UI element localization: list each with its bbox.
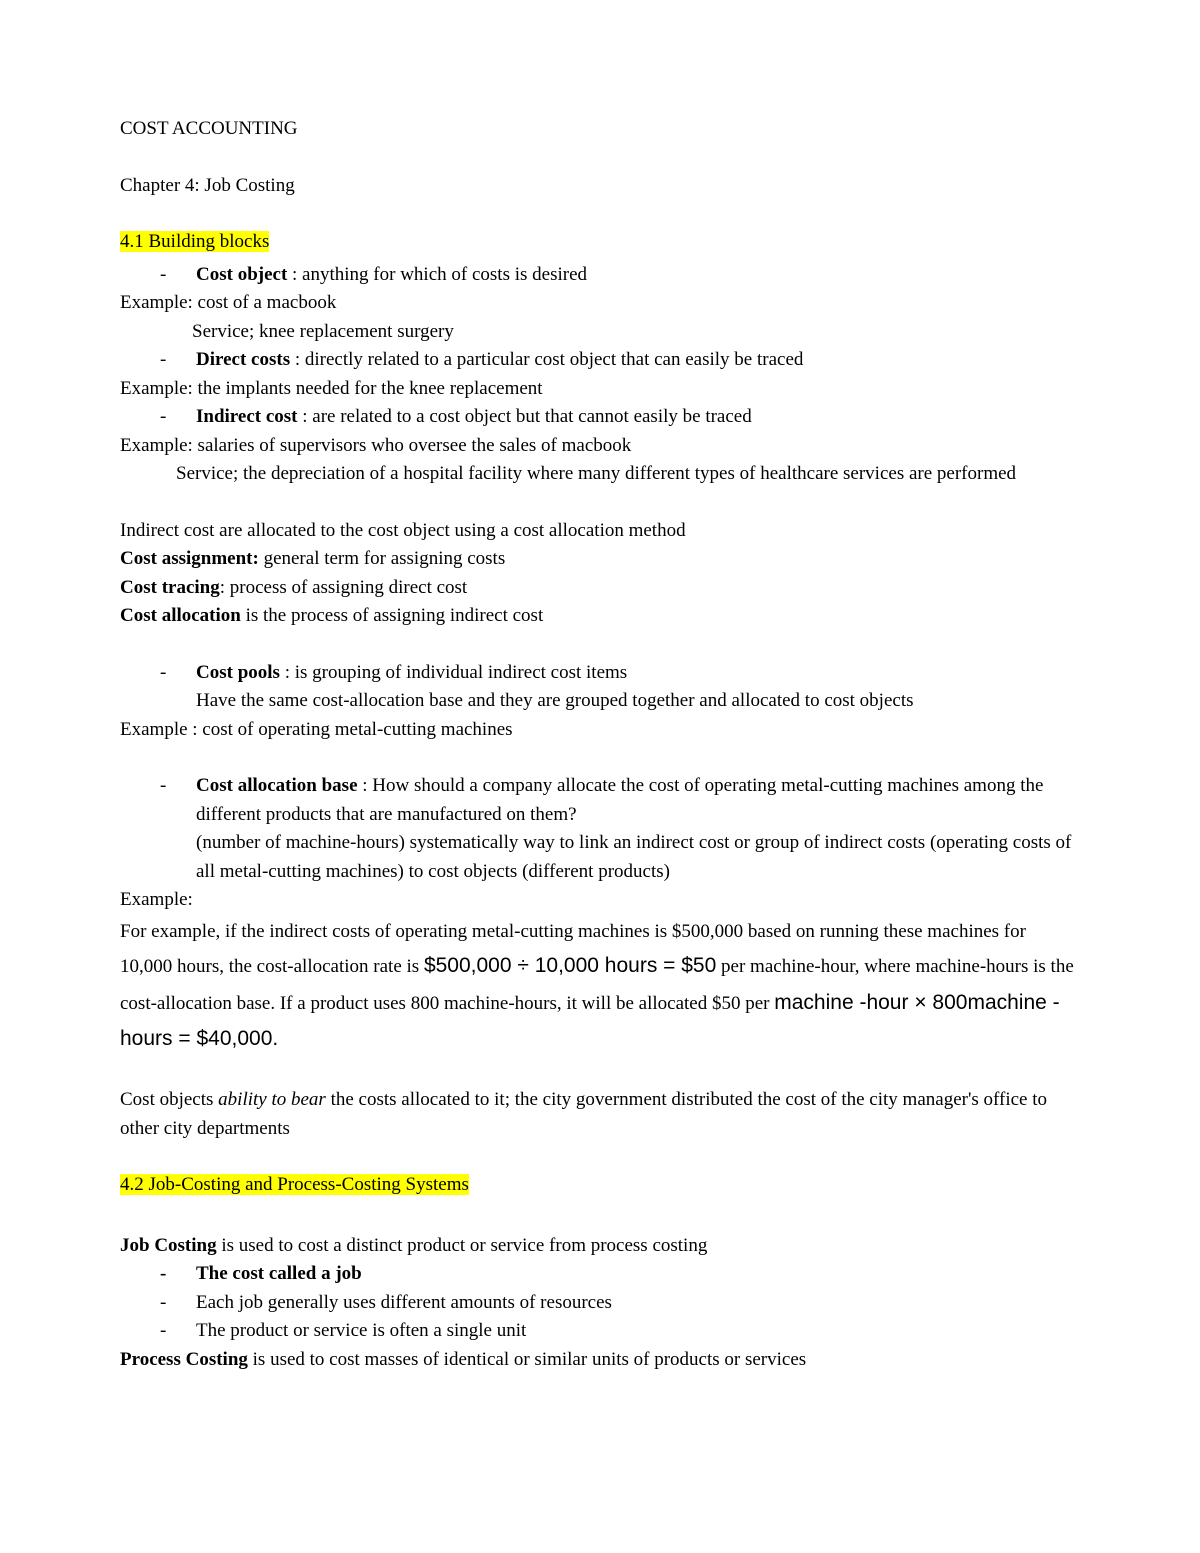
term-direct-costs: Direct costs — [196, 349, 290, 370]
cost-allocation-line: Cost allocation is the process of assign… — [120, 602, 1080, 631]
ability-a: Cost objects — [120, 1089, 218, 1110]
example-cost-object-2: Service; knee replacement surgery — [120, 318, 1080, 347]
bullet-dash-icon: - — [160, 261, 196, 290]
section-4-1-heading: 4.1 Building blocks — [120, 228, 1080, 257]
def-indirect-cost: : are related to a cost object but that … — [298, 406, 752, 427]
example-direct-costs: Example: the implants needed for the kne… — [120, 375, 1080, 404]
term-cost-allocation: Cost allocation — [120, 605, 241, 626]
cost-pools-example: Example : cost of operating metal-cuttin… — [120, 716, 1080, 745]
bullet-dash-icon: - — [160, 1317, 196, 1346]
jc-b2: Each job generally uses different amount… — [196, 1289, 1080, 1318]
def-cost-assignment: general term for assigning costs — [259, 548, 505, 569]
example-indirect-l1: Example: salaries of supervisors who ove… — [120, 432, 1080, 461]
formula-1: $500,000 ÷ 10,000 hours = $50 — [424, 954, 716, 977]
ability-italic: ability to bear — [218, 1089, 326, 1110]
term-indirect-cost: Indirect cost — [196, 406, 298, 427]
alloc-intro: Indirect cost are allocated to the cost … — [120, 517, 1080, 546]
example-cost-object-1: Example: cost of a macbook — [120, 289, 1080, 318]
term-cab: Cost allocation base — [196, 775, 358, 796]
term-cost-assignment: Cost assignment: — [120, 548, 259, 569]
bullet-dash-icon: - — [160, 1289, 196, 1318]
term-cost-tracing: Cost tracing — [120, 577, 220, 598]
def-job-costing: is used to cost a distinct product or se… — [217, 1235, 708, 1256]
bullet-direct-costs: - Direct costs : directly related to a p… — [120, 346, 1080, 375]
bullet-dash-icon: - — [160, 772, 196, 829]
highlight-4-1: 4.1 Building blocks — [120, 231, 269, 252]
def-process-costing: is used to cost masses of identical or s… — [248, 1349, 806, 1370]
highlight-4-2: 4.2 Job-Costing and Process-Costing Syst… — [120, 1174, 469, 1195]
cab-l2: (number of machine-hours) systematically… — [120, 829, 1080, 886]
def-direct-costs: : directly related to a particular cost … — [290, 349, 803, 370]
bullet-dash-icon: - — [160, 403, 196, 432]
jc-b3: The product or service is often a single… — [196, 1317, 1080, 1346]
def-cost-allocation: is the process of assigning indirect cos… — [241, 605, 543, 626]
example-indirect-l2: Service; the depreciation of a hospital … — [120, 460, 1080, 489]
document-page: COST ACCOUNTING Chapter 4: Job Costing 4… — [0, 0, 1200, 1553]
bullet-jc-3: - The product or service is often a sing… — [120, 1317, 1080, 1346]
section-4-2-heading: 4.2 Job-Costing and Process-Costing Syst… — [120, 1171, 1080, 1200]
cost-tracing-line: Cost tracing: process of assigning direc… — [120, 574, 1080, 603]
bullet-jc-2: - Each job generally uses different amou… — [120, 1289, 1080, 1318]
bullet-cab: - Cost allocation base : How should a co… — [120, 772, 1080, 829]
jc-b1: The cost called a job — [196, 1260, 1080, 1289]
bullet-indirect-cost: - Indirect cost : are related to a cost … — [120, 403, 1080, 432]
bullet-cost-pools: - Cost pools : is grouping of individual… — [120, 659, 1080, 688]
bullet-dash-icon: - — [160, 346, 196, 375]
cost-pools-l2: Have the same cost-allocation base and t… — [120, 687, 1080, 716]
bullet-cost-object: - Cost object : anything for which of co… — [120, 261, 1080, 290]
bullet-jc-1: - The cost called a job — [120, 1260, 1080, 1289]
def-cost-object: : anything for which of costs is desired — [287, 264, 587, 285]
doc-title: COST ACCOUNTING — [120, 115, 1080, 144]
job-costing-line: Job Costing is used to cost a distinct p… — [120, 1232, 1080, 1261]
cost-assignment-line: Cost assignment: general term for assign… — [120, 545, 1080, 574]
def-cost-pools: : is grouping of individual indirect cos… — [280, 662, 627, 683]
chapter-heading: Chapter 4: Job Costing — [120, 172, 1080, 201]
term-job-costing: Job Costing — [120, 1235, 217, 1256]
ability-paragraph: Cost objects ability to bear the costs a… — [120, 1086, 1080, 1143]
term-process-costing: Process Costing — [120, 1349, 248, 1370]
example-label: Example: — [120, 886, 1080, 915]
process-costing-line: Process Costing is used to cost masses o… — [120, 1346, 1080, 1375]
term-cost-pools: Cost pools — [196, 662, 280, 683]
term-cost-object: Cost object — [196, 264, 287, 285]
example-formula-paragraph: For example, if the indirect costs of op… — [120, 915, 1080, 1059]
bullet-dash-icon: - — [160, 659, 196, 688]
def-cost-tracing: : process of assigning direct cost — [220, 577, 467, 598]
bullet-dash-icon: - — [160, 1260, 196, 1289]
